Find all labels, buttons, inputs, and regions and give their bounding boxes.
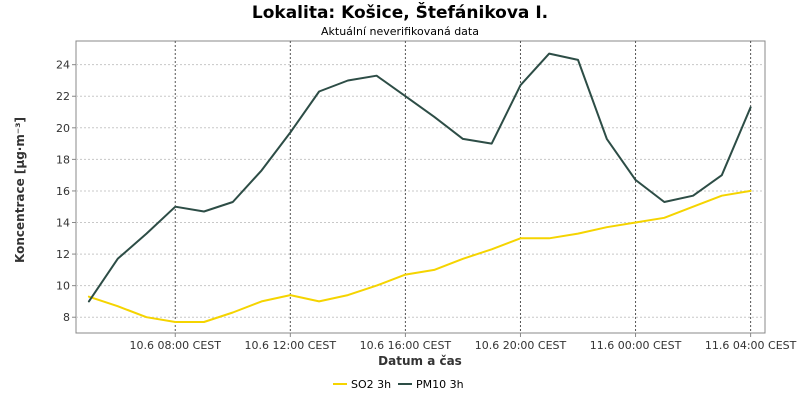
series-line-pm10	[87, 52, 752, 303]
x-tick-label: 10.6 12:00 CEST	[245, 339, 337, 352]
legend: SO2 3h PM10 3h	[333, 378, 464, 391]
chart-title: Lokalita: Košice, Štefánikova I.	[252, 1, 548, 23]
x-tick-label: 10.6 08:00 CEST	[129, 339, 221, 352]
y-axis-label: Koncentrace [µg·m⁻³]	[13, 117, 27, 263]
y-tick-label: 24	[56, 59, 70, 72]
series-line-so2	[87, 189, 752, 323]
y-tick-label: 18	[56, 153, 70, 166]
y-tick-label: 14	[56, 217, 70, 230]
series-group	[87, 52, 752, 323]
chart-subtitle: Aktuální neverifikovaná data	[321, 25, 479, 38]
y-tick-label: 12	[56, 248, 70, 261]
y-tick-label: 16	[56, 185, 70, 198]
legend-label: PM10 3h	[416, 378, 464, 391]
y-tick-label: 20	[56, 122, 70, 135]
x-tick-label: 10.6 16:00 CEST	[360, 339, 452, 352]
plot-area	[75, 40, 766, 334]
x-axis-label: Datum a čas	[378, 354, 462, 368]
x-tick-label: 10.6 20:00 CEST	[475, 339, 567, 352]
x-tick-label: 11.6 04:00 CEST	[705, 339, 797, 352]
y-tick-label: 22	[56, 90, 70, 103]
y-tick-label: 8	[63, 311, 70, 324]
x-tick-label: 11.6 00:00 CEST	[590, 339, 682, 352]
legend-label: SO2 3h	[351, 378, 391, 391]
axes: 8 10 12 14 16 18 20 22 24 10.6 08:00 CEST 10.6 12:…	[56, 59, 797, 352]
y-tick-label: 10	[56, 280, 70, 293]
grid	[75, 40, 766, 334]
